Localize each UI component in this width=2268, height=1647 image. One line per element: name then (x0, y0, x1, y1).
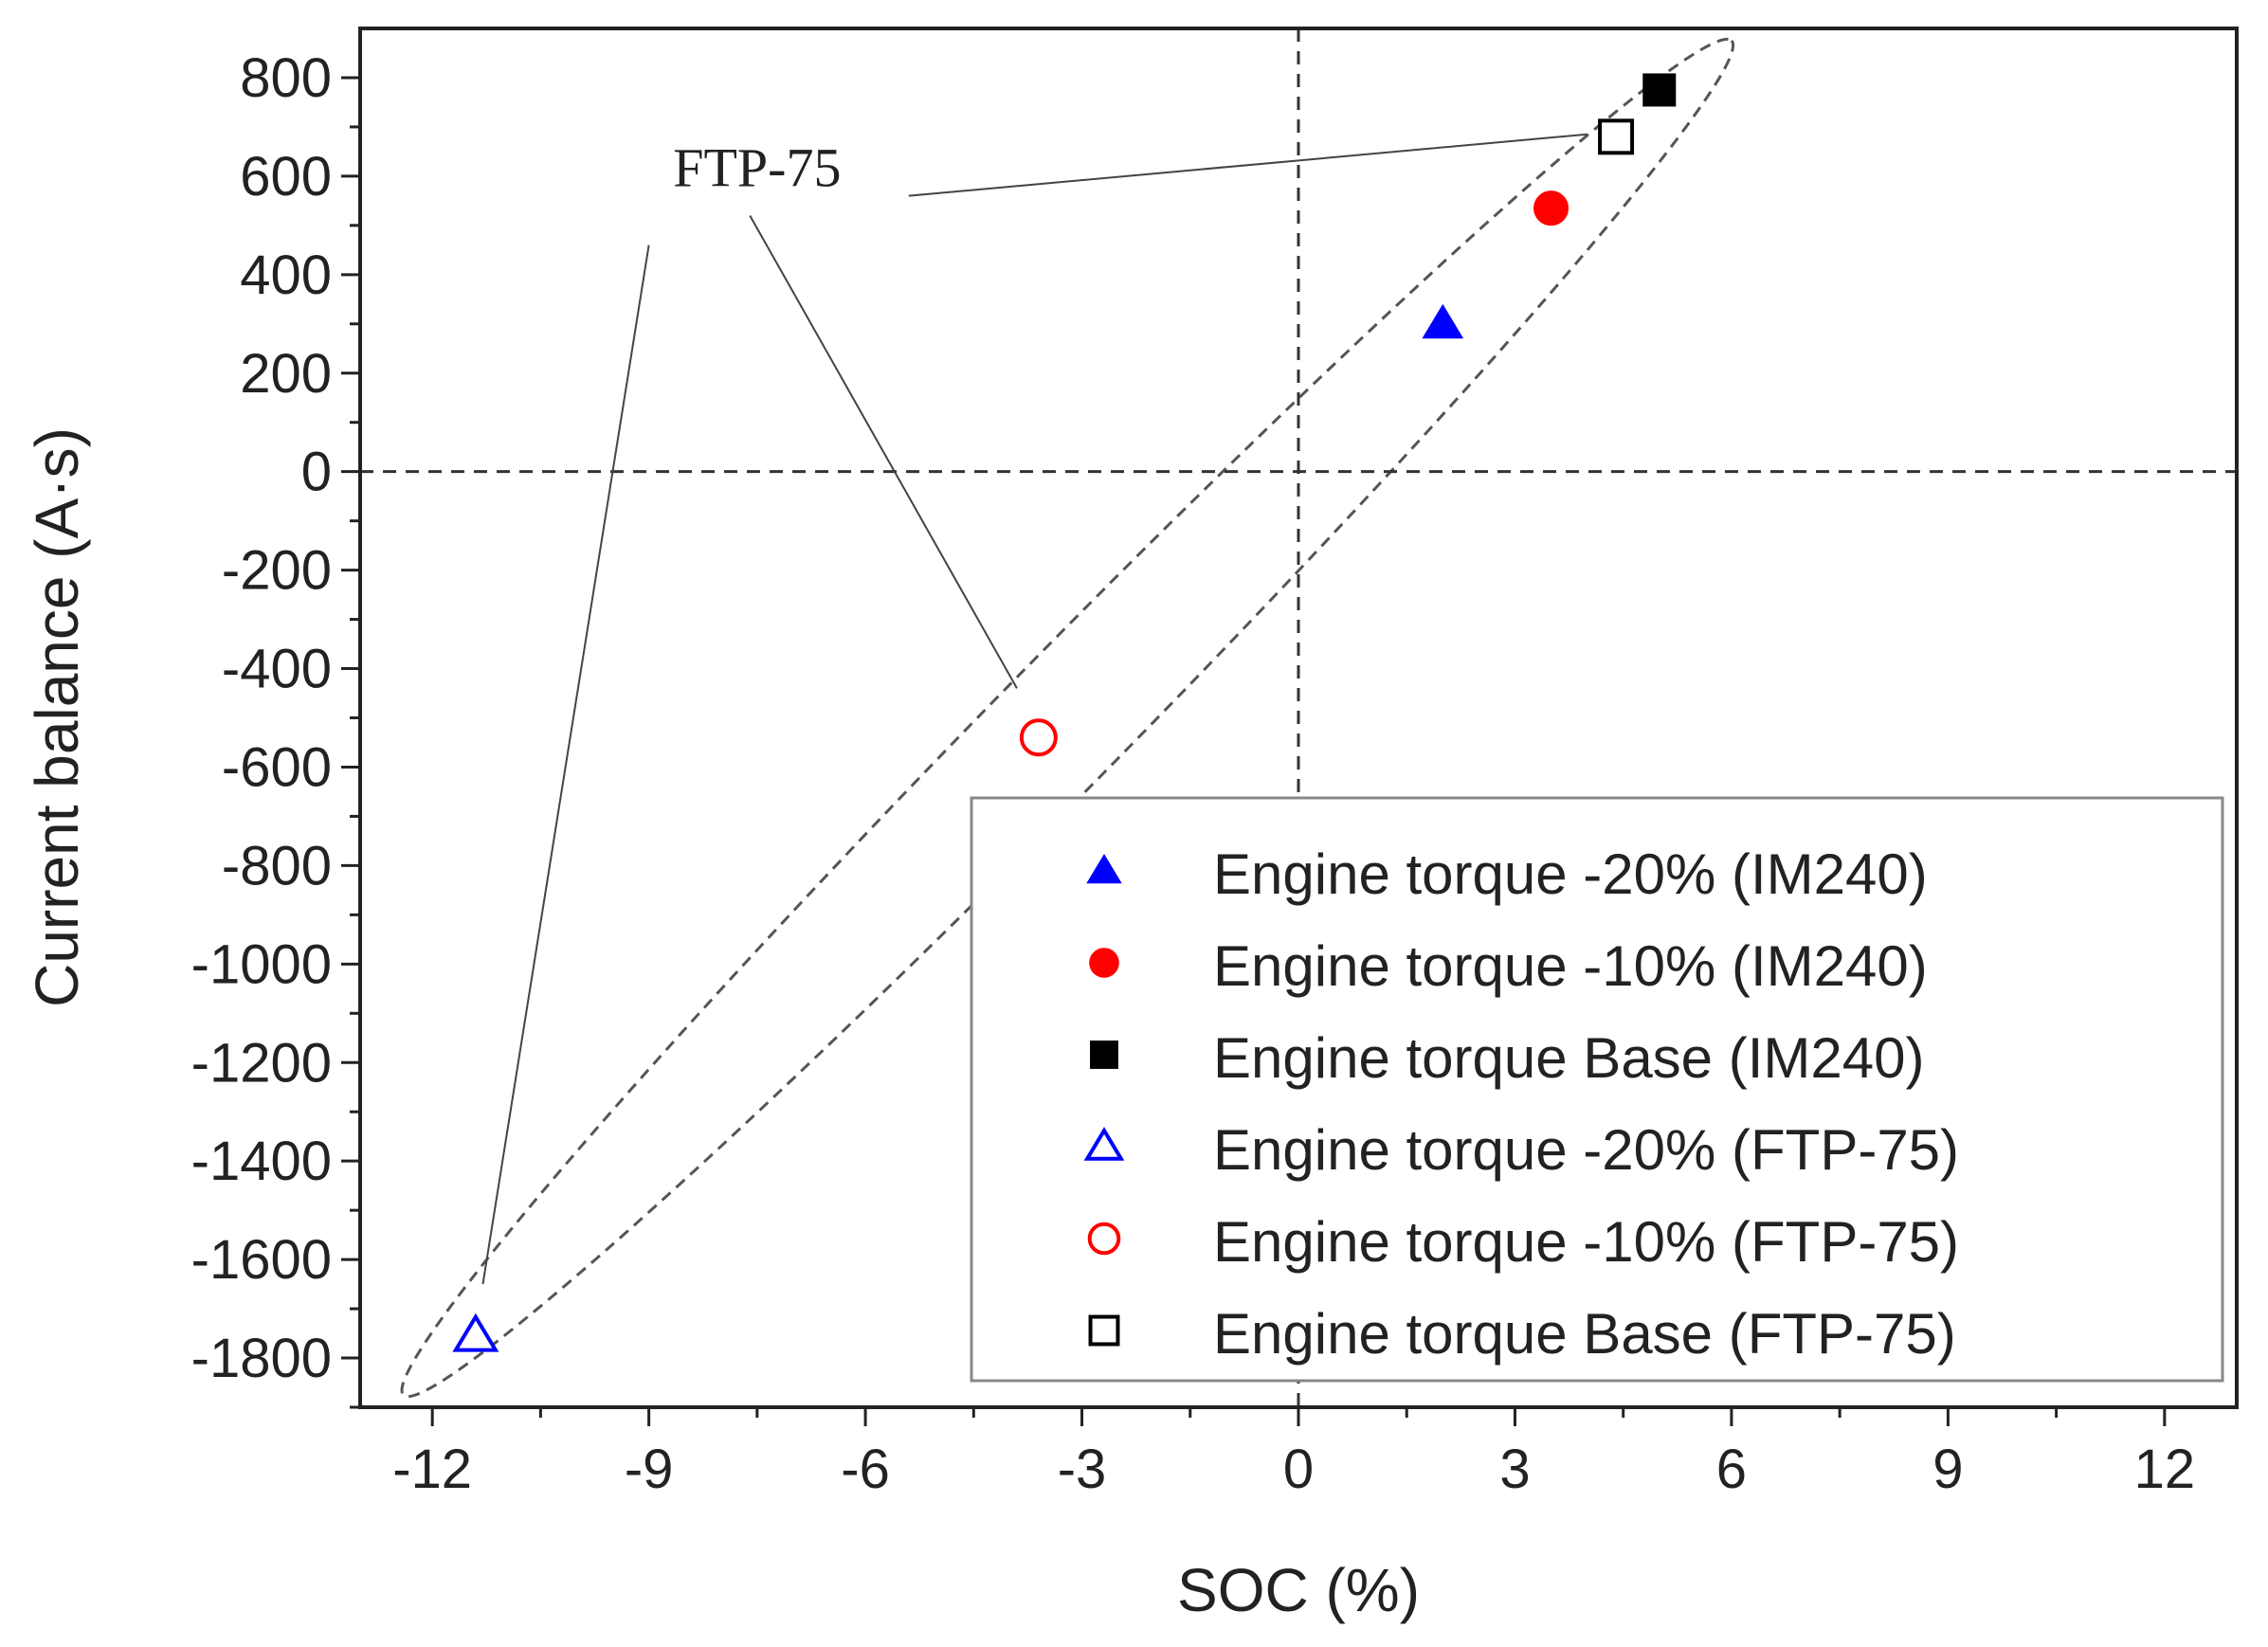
data-points (452, 73, 1677, 1352)
legend-label: Engine torque -20% (IM240) (1213, 842, 1928, 906)
y-tick-label: -1000 (191, 933, 332, 995)
legend-label: Engine torque Base (FTP-75) (1213, 1302, 1956, 1366)
y-tick-label: -1800 (191, 1328, 332, 1389)
legend-label: Engine torque -20% (FTP-75) (1213, 1118, 1959, 1182)
x-tick-label: 9 (1932, 1439, 1963, 1500)
annotation-pointer (481, 244, 650, 1285)
y-tick-label: 600 (240, 146, 332, 208)
annotation-pointer (908, 133, 1588, 197)
y-tick-label: -800 (222, 835, 332, 896)
x-tick-label: -12 (392, 1439, 472, 1500)
x-tick-label: 0 (1283, 1439, 1314, 1500)
y-tick-label: -600 (222, 736, 332, 798)
legend-marker (1083, 1127, 1125, 1161)
data-point (1019, 718, 1058, 757)
x-tick-label: -9 (625, 1439, 674, 1500)
x-tick-label: 6 (1716, 1439, 1747, 1500)
legend-marker (1086, 854, 1122, 884)
legend: Engine torque -20% (IM240) Engine torque … (970, 796, 2224, 1383)
y-tick-label: -1200 (191, 1032, 332, 1094)
legend-label: Engine torque Base (IM240) (1213, 1026, 1924, 1090)
legend-marker (1089, 948, 1119, 978)
y-tick-label: 400 (240, 244, 332, 306)
x-tick-label: -3 (1058, 1439, 1107, 1500)
annotation-ftp75-label: FTP-75 (673, 136, 841, 198)
annotation-pointer (749, 214, 1018, 689)
data-point (1642, 73, 1677, 107)
ftp75-group-ellipse (400, 37, 1735, 1399)
y-tick-label: 200 (240, 343, 332, 405)
y-tick-label: -200 (222, 540, 332, 602)
y-tick-label: -1600 (191, 1229, 332, 1291)
legend-label: Engine torque -10% (IM240) (1213, 934, 1928, 998)
y-tick-label: 0 (301, 442, 332, 503)
data-point (1598, 118, 1635, 155)
legend-marker (1087, 1222, 1121, 1256)
y-axis-title: Current balance (A·s) (23, 427, 91, 1007)
x-axis-title: SOC (%) (1177, 1556, 1420, 1624)
annotation-pointers (481, 133, 1588, 1285)
y-tick-label: -1400 (191, 1131, 332, 1192)
data-point (1533, 190, 1569, 226)
y-tick-label: -400 (222, 639, 332, 700)
axis-ticks: -12 -9 -6 -3 0 3 6 9 12 800 600 400 200 0 -200 -400 -600… (191, 47, 2195, 1500)
y-tick-label: 800 (240, 47, 332, 109)
ellipse-outline (400, 37, 1735, 1399)
legend-marker (1088, 1314, 1120, 1347)
data-point (452, 1312, 499, 1352)
legend-label: Engine torque -10% (FTP-75) (1213, 1210, 1959, 1274)
legend-marker (1090, 1041, 1118, 1069)
x-tick-label: -6 (841, 1439, 890, 1500)
data-point (1422, 303, 1464, 339)
x-tick-label: 3 (1499, 1439, 1530, 1500)
legend-box (970, 796, 2224, 1383)
x-tick-label: 12 (2134, 1439, 2196, 1500)
